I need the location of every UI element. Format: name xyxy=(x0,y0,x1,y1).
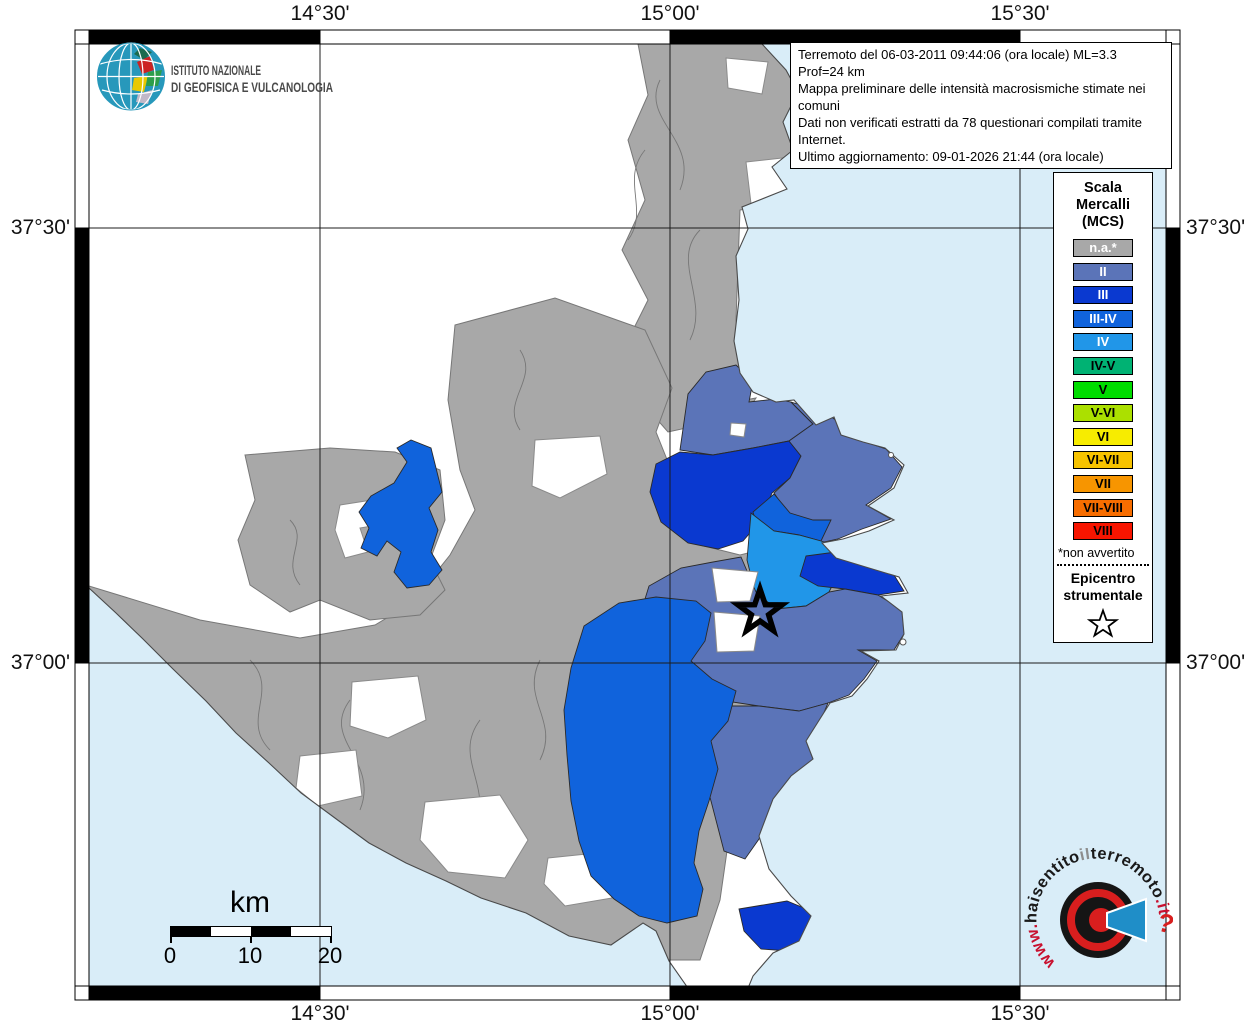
legend-item-V: V xyxy=(1073,380,1133,399)
legend-item-VIII: VIII xyxy=(1073,522,1133,541)
legend-item-VI: VI xyxy=(1073,427,1133,446)
region-III-IV-west xyxy=(358,439,443,589)
map-interior xyxy=(89,44,1166,986)
axis-label-right-2: 37°00' xyxy=(1186,651,1246,674)
ingv-logo: ISTITUTO NAZIONALE DI GEOFISICA E VULCAN… xyxy=(92,42,342,114)
megaphone-icon xyxy=(1106,897,1147,943)
epicenter-star-icon xyxy=(1087,608,1119,638)
legend-item-III: III xyxy=(1073,286,1133,305)
ingv-logo-graphic: ISTITUTO NAZIONALE DI GEOFISICA E VULCAN… xyxy=(97,42,333,111)
scale-tick-0: 0 xyxy=(163,943,177,968)
scale-tick-20: 20 xyxy=(317,943,343,968)
earthquake-info-box: Terremoto del 06-03-2011 09:44:06 (ora l… xyxy=(790,42,1172,169)
axis-label-bottom-2: 15°00' xyxy=(640,1002,700,1024)
legend-item-II: II xyxy=(1073,262,1133,281)
graticule xyxy=(89,44,1166,986)
axis-label-bottom-1: 14°30' xyxy=(290,1002,350,1024)
question-mark-icon: ? xyxy=(1155,907,1173,940)
info-line-map: Mappa preliminare delle intensità macros… xyxy=(798,81,1146,113)
haisentitoilterremoto-logo: ? www.haisentitoilterremoto.it xyxy=(1023,848,1173,998)
legend-items: n.a.* II III III-IV IV IV-V V V-VI VI VI-VII VII VI… xyxy=(1054,239,1152,541)
scale-tick-10: 10 xyxy=(237,943,263,968)
axis-label-top-3: 15°30' xyxy=(990,2,1050,25)
region-III-IV-south xyxy=(563,596,737,924)
legend-epicenter-title: Epicentro strumentale xyxy=(1063,570,1143,604)
coastline xyxy=(89,44,909,986)
epicenter-star xyxy=(729,580,791,638)
scale-unit-label: km xyxy=(230,886,270,919)
legend-item-III-IV: III-IV xyxy=(1073,309,1133,328)
info-line-data: Dati non verificati estratti da 78 quest… xyxy=(798,115,1142,147)
legend-item-IV-V: IV-V xyxy=(1073,356,1133,375)
scale-bar-labels: 0 10 20 xyxy=(164,937,342,968)
legend-item-VI-VII: VI-VII xyxy=(1073,451,1133,470)
legend-item-VII-VIII: VII-VIII xyxy=(1073,498,1133,517)
axis-label-right-1: 37°30' xyxy=(1186,216,1246,239)
info-line-event: Terremoto del 06-03-2011 09:44:06 (ora l… xyxy=(798,47,1117,79)
axis-label-left-2: 37°00' xyxy=(10,651,70,674)
axis-label-left-1: 37°30' xyxy=(10,216,70,239)
islet xyxy=(899,638,907,646)
legend-item-VII: VII xyxy=(1073,474,1133,493)
ingv-name-line2: DI GEOFISICA E VULCANOLOGIA xyxy=(171,80,333,95)
axis-label-bottom-3: 15°30' xyxy=(990,1002,1050,1024)
ingv-name-line1: ISTITUTO NAZIONALE xyxy=(171,63,261,78)
legend-divider xyxy=(1057,564,1149,567)
axis-label-top-2: 15°00' xyxy=(640,2,700,25)
map-frame xyxy=(74,29,1181,1001)
legend-item-V-VI: V-VI xyxy=(1073,404,1133,423)
legend-item-IV: IV xyxy=(1073,333,1133,352)
legend-item-na: n.a.* xyxy=(1073,239,1133,257)
islet xyxy=(888,452,894,458)
scale-bar-segments xyxy=(170,926,332,943)
watermark-graphic: ? www.haisentitoilterremoto.it xyxy=(1023,848,1173,973)
map-scale-bar: km 0 10 20 xyxy=(150,886,370,968)
sea xyxy=(89,44,1166,986)
legend-mcs-scale: Scala Mercalli (MCS) n.a.* II III III-IV IV I… xyxy=(1053,172,1153,643)
axis-label-top-1: 14°30' xyxy=(290,2,350,25)
legend-footnote: *non avvertito xyxy=(1058,546,1135,561)
info-line-update: Ultimo aggiornamento: 09-01-2026 21:44 (… xyxy=(798,149,1104,164)
legend-title: Scala Mercalli (MCS) xyxy=(1076,180,1130,230)
intensity-municipalities xyxy=(358,364,905,952)
